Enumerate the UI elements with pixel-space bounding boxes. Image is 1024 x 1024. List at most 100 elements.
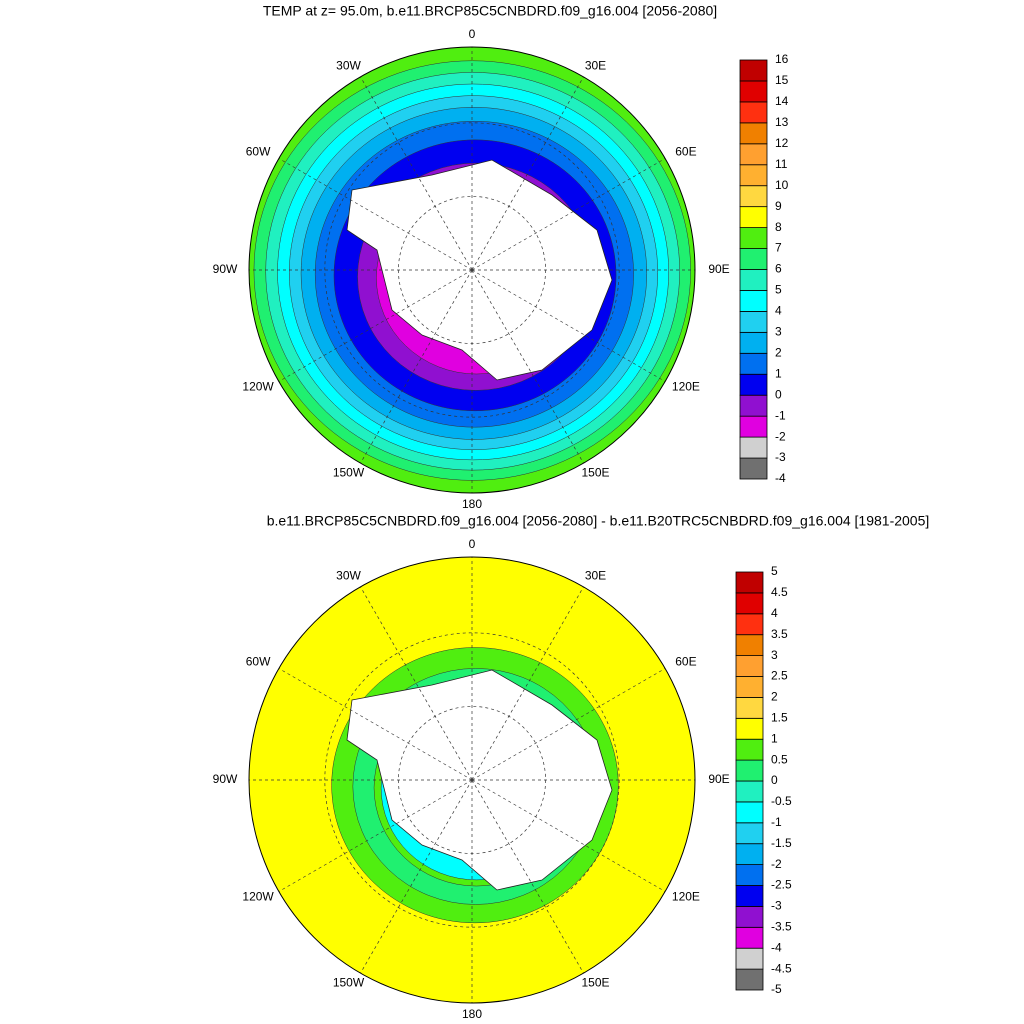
colorbar-box <box>735 968 764 991</box>
colorbar-box <box>739 415 768 438</box>
colorbar-label: 0 <box>775 387 782 401</box>
meridian <box>471 779 584 974</box>
colorbar-label: 13 <box>775 115 789 129</box>
colorbar-label: -3 <box>771 899 782 913</box>
lon-label: 60E <box>675 145 696 159</box>
colorbar-label: 10 <box>775 178 789 192</box>
colorbar-box <box>735 822 764 845</box>
colorbar-box <box>739 310 768 333</box>
colorbar-box <box>739 290 768 312</box>
colorbar-box <box>735 864 764 886</box>
lon-label: 0 <box>469 27 476 41</box>
colorbar-label: -2 <box>771 857 782 871</box>
colorbar-box <box>739 59 768 82</box>
meridian <box>278 779 473 892</box>
colorbar-box <box>735 801 764 824</box>
colorbar-label: 3 <box>771 648 778 662</box>
colorbar-box <box>739 373 768 396</box>
colorbar-label: -0.5 <box>771 794 792 808</box>
colorbar-label: 4.5 <box>771 585 788 599</box>
colorbar-box <box>739 394 768 417</box>
lon-label: 180 <box>462 1007 482 1021</box>
colorbar-box <box>739 185 768 208</box>
colorbar-label: 2 <box>771 690 778 704</box>
lon-label: 150E <box>581 466 609 480</box>
lon-label: 150W <box>333 466 365 480</box>
lon-label: 0 <box>469 537 476 551</box>
colorbar-label: -3.5 <box>771 919 792 933</box>
colorbar-box <box>739 122 768 145</box>
colorbar-box <box>735 655 764 677</box>
chart-title: TEMP at z= 95.0m, b.e11.BRCP85C5CNBDRD.f… <box>263 3 717 19</box>
meridian <box>471 269 666 382</box>
colorbar-label: -2.5 <box>771 878 792 892</box>
meridian <box>360 269 473 464</box>
colorbar-box <box>739 227 768 249</box>
lon-label: 60W <box>246 655 271 669</box>
colorbar-box <box>735 634 764 657</box>
lon-label: 90W <box>213 262 238 276</box>
meridian <box>278 158 473 271</box>
colorbar-label: 14 <box>775 94 789 108</box>
lon-label: 90E <box>708 772 729 786</box>
colorbar-label: -1 <box>771 815 782 829</box>
colorbar-label: 6 <box>775 262 782 276</box>
map <box>248 46 696 494</box>
lon-label: 30E <box>585 59 606 73</box>
map-border <box>248 556 696 1004</box>
colorbar-box <box>735 906 764 928</box>
map <box>248 556 696 1004</box>
lat-line <box>324 632 620 928</box>
lon-label: 120W <box>242 890 274 904</box>
colorbar-label: 2.5 <box>771 669 788 683</box>
colorbar-label: 0.5 <box>771 752 788 766</box>
meridian <box>278 668 473 781</box>
colorbar-label: 1.5 <box>771 710 788 724</box>
colorbar-label: 3.5 <box>771 627 788 641</box>
colorbar-label: 8 <box>775 220 782 234</box>
meridian <box>471 76 584 271</box>
colorbar-label: -4 <box>771 940 782 954</box>
colorbar-box <box>739 331 768 354</box>
colorbar-label: -1 <box>775 408 786 422</box>
colorbar-label: 5 <box>771 564 778 578</box>
colorbar-label: 15 <box>775 73 789 87</box>
colorbar-box <box>739 269 768 291</box>
colorbar-box <box>735 697 764 719</box>
colorbar-box <box>735 759 764 782</box>
colorbar-box <box>739 164 768 187</box>
colorbar-box <box>735 571 764 594</box>
colorbar-label: 3 <box>775 325 782 339</box>
colorbar-label: 7 <box>775 241 782 255</box>
colorbar-label: 12 <box>775 136 789 150</box>
colorbar-label: 5 <box>775 283 782 297</box>
lat-line <box>324 122 620 418</box>
colorbar-box <box>739 248 768 270</box>
colorbar-box <box>735 738 764 761</box>
colorbar-box <box>739 457 768 480</box>
colorbar-box <box>739 206 768 228</box>
colorbar-label: 16 <box>775 52 789 66</box>
colorbar-label: 0 <box>771 773 778 787</box>
meridian <box>278 269 473 382</box>
lon-label: 90W <box>213 772 238 786</box>
colorbar-label: 4 <box>771 606 778 620</box>
colorbar-label: 9 <box>775 199 782 213</box>
meridian <box>471 586 584 781</box>
colorbar-box <box>735 926 764 949</box>
lon-label: 180 <box>462 497 482 511</box>
lon-label: 30W <box>336 569 361 583</box>
meridian <box>360 586 473 781</box>
colorbar-box <box>735 717 764 740</box>
lon-label: 120E <box>672 890 700 904</box>
colorbar-label: -5 <box>771 982 782 996</box>
colorbar-box <box>735 613 764 636</box>
meridian <box>471 779 666 892</box>
colorbar-box <box>735 885 764 907</box>
colorbar-label: -1.5 <box>771 836 792 850</box>
chart-title: b.e11.BRCP85C5CNBDRD.f09_g16.004 [2056-2… <box>267 513 930 529</box>
meridian <box>471 269 584 464</box>
colorbar-label: 4 <box>775 304 782 318</box>
colorbar-box <box>739 143 768 166</box>
